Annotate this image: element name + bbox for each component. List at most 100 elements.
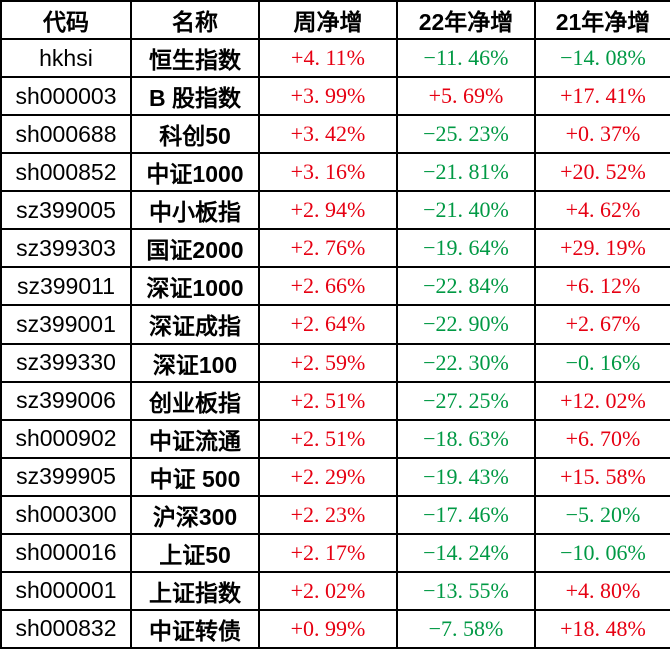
table-row: sh000300 沪深300 +2. 23% −17. 46% −5. 20% — [0, 494, 670, 535]
code-cell: sz399006 — [0, 380, 132, 421]
name-cell: 中证1000 — [130, 152, 260, 193]
change-2021-cell: −5. 20% — [534, 494, 670, 535]
code-cell: hkhsi — [0, 37, 132, 79]
name-cell: 创业板指 — [130, 380, 260, 421]
week-change-cell: +2. 29% — [258, 456, 398, 497]
code-cell: sh000832 — [0, 608, 132, 649]
change-2022-cell: −25. 23% — [396, 114, 536, 155]
change-2022-cell: +5. 69% — [396, 76, 536, 117]
name-cell: 科创50 — [130, 114, 260, 155]
week-change-cell: +2. 17% — [258, 532, 398, 573]
table-header: 代码 名称 周净增 22年净增 21年净增 — [0, 0, 670, 40]
code-cell: sz399005 — [0, 190, 132, 231]
table-row: sh000016 上证50 +2. 17% −14. 24% −10. 06% — [0, 532, 670, 573]
name-cell: 中证 500 — [130, 456, 260, 497]
column-header-name: 名称 — [130, 0, 260, 40]
header-row: 代码 名称 周净增 22年净增 21年净增 — [0, 0, 670, 40]
change-2021-cell: +6. 12% — [534, 266, 670, 307]
week-change-cell: +2. 51% — [258, 380, 398, 421]
change-2021-cell: +2. 67% — [534, 304, 670, 345]
week-change-cell: +3. 99% — [258, 76, 398, 117]
change-2022-cell: −17. 46% — [396, 494, 536, 535]
week-change-cell: +2. 76% — [258, 228, 398, 269]
change-2021-cell: +4. 62% — [534, 190, 670, 231]
week-change-cell: +2. 02% — [258, 570, 398, 611]
change-2021-cell: +15. 58% — [534, 456, 670, 497]
week-change-cell: +2. 51% — [258, 418, 398, 459]
change-2021-cell: +18. 48% — [534, 608, 670, 649]
code-cell: sz399303 — [0, 228, 132, 269]
code-cell: sh000688 — [0, 114, 132, 155]
table-row: sz399001 深证成指 +2. 64% −22. 90% +2. 67% — [0, 304, 670, 345]
table-row: sz399330 深证100 +2. 59% −22. 30% −0. 16% — [0, 342, 670, 383]
table-row: sh000003 B 股指数 +3. 99% +5. 69% +17. 41% — [0, 76, 670, 117]
change-2021-cell: −14. 08% — [534, 37, 670, 79]
code-cell: sh000016 — [0, 532, 132, 573]
change-2022-cell: −22. 90% — [396, 304, 536, 345]
table-row: sh000852 中证1000 +3. 16% −21. 81% +20. 52… — [0, 152, 670, 193]
change-2022-cell: −13. 55% — [396, 570, 536, 611]
week-change-cell: +4. 11% — [258, 37, 398, 79]
change-2022-cell: −21. 40% — [396, 190, 536, 231]
change-2021-cell: −0. 16% — [534, 342, 670, 383]
table-row: sz399005 中小板指 +2. 94% −21. 40% +4. 62% — [0, 190, 670, 231]
change-2022-cell: −14. 24% — [396, 532, 536, 573]
week-change-cell: +2. 23% — [258, 494, 398, 535]
table-body: hkhsi 恒生指数 +4. 11% −11. 46% −14. 08% sh0… — [0, 37, 670, 649]
name-cell: 中小板指 — [130, 190, 260, 231]
column-header-week-change: 周净增 — [258, 0, 398, 40]
code-cell: sh000003 — [0, 76, 132, 117]
column-header-code: 代码 — [0, 0, 132, 40]
change-2022-cell: −19. 43% — [396, 456, 536, 497]
change-2021-cell: +6. 70% — [534, 418, 670, 459]
code-cell: sh000300 — [0, 494, 132, 535]
name-cell: 深证成指 — [130, 304, 260, 345]
table-row: sh000001 上证指数 +2. 02% −13. 55% +4. 80% — [0, 570, 670, 611]
change-2021-cell: +17. 41% — [534, 76, 670, 117]
change-2022-cell: −21. 81% — [396, 152, 536, 193]
table-row: sh000902 中证流通 +2. 51% −18. 63% +6. 70% — [0, 418, 670, 459]
week-change-cell: +3. 42% — [258, 114, 398, 155]
name-cell: 上证指数 — [130, 570, 260, 611]
change-2022-cell: −7. 58% — [396, 608, 536, 649]
week-change-cell: +2. 94% — [258, 190, 398, 231]
change-2021-cell: +29. 19% — [534, 228, 670, 269]
week-change-cell: +2. 66% — [258, 266, 398, 307]
table-row: sz399011 深证1000 +2. 66% −22. 84% +6. 12% — [0, 266, 670, 307]
table-row: sh000688 科创50 +3. 42% −25. 23% +0. 37% — [0, 114, 670, 155]
change-2022-cell: −27. 25% — [396, 380, 536, 421]
code-cell: sh000852 — [0, 152, 132, 193]
change-2021-cell: +20. 52% — [534, 152, 670, 193]
change-2022-cell: −11. 46% — [396, 37, 536, 79]
change-2022-cell: −22. 84% — [396, 266, 536, 307]
table-row: sh000832 中证转债 +0. 99% −7. 58% +18. 48% — [0, 608, 670, 649]
week-change-cell: +3. 16% — [258, 152, 398, 193]
code-cell: sz399001 — [0, 304, 132, 345]
column-header-2022-change: 22年净增 — [396, 0, 536, 40]
column-header-2021-change: 21年净增 — [534, 0, 670, 40]
week-change-cell: +0. 99% — [258, 608, 398, 649]
name-cell: 中证转债 — [130, 608, 260, 649]
change-2022-cell: −22. 30% — [396, 342, 536, 383]
change-2021-cell: +0. 37% — [534, 114, 670, 155]
name-cell: 国证2000 — [130, 228, 260, 269]
name-cell: 上证50 — [130, 532, 260, 573]
code-cell: sz399011 — [0, 266, 132, 307]
name-cell: 中证流通 — [130, 418, 260, 459]
table-row: hkhsi 恒生指数 +4. 11% −11. 46% −14. 08% — [0, 37, 670, 79]
name-cell: 恒生指数 — [130, 37, 260, 79]
week-change-cell: +2. 59% — [258, 342, 398, 383]
change-2022-cell: −18. 63% — [396, 418, 536, 459]
code-cell: sz399905 — [0, 456, 132, 497]
change-2021-cell: +12. 02% — [534, 380, 670, 421]
table-row: sz399303 国证2000 +2. 76% −19. 64% +29. 19… — [0, 228, 670, 269]
code-cell: sh000902 — [0, 418, 132, 459]
change-2021-cell: +4. 80% — [534, 570, 670, 611]
code-cell: sz399330 — [0, 342, 132, 383]
table-row: sz399905 中证 500 +2. 29% −19. 43% +15. 58… — [0, 456, 670, 497]
name-cell: 深证1000 — [130, 266, 260, 307]
change-2021-cell: −10. 06% — [534, 532, 670, 573]
change-2022-cell: −19. 64% — [396, 228, 536, 269]
week-change-cell: +2. 64% — [258, 304, 398, 345]
